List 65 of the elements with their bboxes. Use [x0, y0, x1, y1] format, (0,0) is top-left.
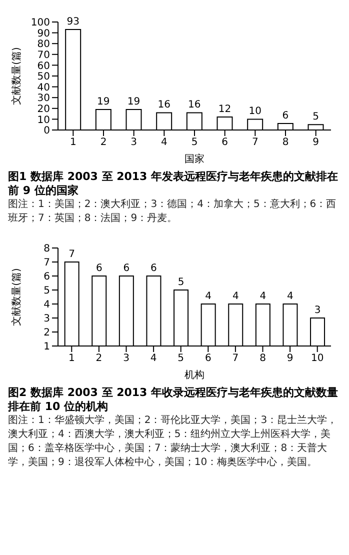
- y-tick-label: 4: [44, 300, 50, 311]
- data-label: 4: [232, 291, 239, 302]
- y-tick-label: 100: [30, 18, 50, 29]
- x-tick-label: 7: [252, 137, 258, 148]
- data-label: 5: [312, 112, 319, 123]
- data-label: 6: [150, 263, 157, 274]
- x-tick-label: 1: [68, 353, 75, 364]
- data-label: 3: [314, 305, 321, 316]
- x-tick-label: 2: [96, 353, 102, 364]
- data-label: 16: [158, 100, 170, 111]
- y-axis-title: 文献数量(篇): [10, 47, 23, 105]
- y-tick-label: 20: [37, 104, 50, 115]
- data-label: 6: [123, 263, 130, 274]
- data-label: 4: [287, 291, 294, 302]
- data-label: 5: [178, 277, 184, 288]
- x-tick-label: 5: [178, 353, 184, 364]
- data-label: 6: [282, 110, 289, 122]
- x-axis-title: 国家: [184, 153, 204, 165]
- x-tick-label: 9: [312, 137, 320, 148]
- x-tick-label: 4: [160, 137, 168, 148]
- y-tick-label: 80: [37, 39, 50, 50]
- data-label: 6: [96, 263, 102, 274]
- x-tick-label: 9: [286, 353, 294, 364]
- y-axis-title: 文献数量(篇): [10, 268, 23, 326]
- y-tick-label: 60: [37, 60, 50, 72]
- x-tick-label: 10: [310, 353, 324, 364]
- data-label: 4: [260, 291, 266, 302]
- y-tick-label: 2: [44, 328, 50, 339]
- data-label: 10: [248, 106, 262, 118]
- x-tick-label: 3: [123, 353, 130, 364]
- y-tick-label: 40: [37, 82, 50, 94]
- data-label: 19: [127, 96, 140, 108]
- text: 图1 数据库 2003 至 2013 年发表远程医疗与老年疾患的文献排在前 9 位的国家: [8, 170, 340, 198]
- x-tick-label: 5: [191, 137, 198, 148]
- y-tick-label: 50: [37, 72, 50, 83]
- y-tick-label: 90: [37, 28, 50, 40]
- x-tick-label: 7: [232, 353, 239, 364]
- x-tick-label: 3: [130, 137, 138, 148]
- y-tick-label: 30: [37, 93, 50, 104]
- data-label: 7: [68, 249, 76, 260]
- x-tick-label: 4: [150, 353, 157, 364]
- y-tick-label: 0: [44, 126, 50, 137]
- y-tick-label: 6: [44, 272, 50, 283]
- data-label: 12: [218, 104, 232, 116]
- y-tick-label: 3: [44, 314, 50, 325]
- y-tick-label: 5: [44, 286, 50, 297]
- data-label: 16: [188, 100, 201, 111]
- data-label: 19: [97, 96, 110, 108]
- y-tick-label: 10: [37, 114, 50, 126]
- text: 图注：1：华盛顿大学，美国；2：哥伦比亚大学，美国；3：昆士兰大学，澳大利亚；4：西澳大学，澳大利亚；5：纽约州立大学上州医科大学，美国；6：盖辛格医学中心，美国；7：蒙纳士大学，澳大利亚；8：天普大学，美国；9：退役军人体检中心，美国；10：梅奥医学中心，美国。: [8, 414, 338, 470]
- text: 图2 数据库 2003 至 2013 年收录远程医疗与老年疾患的文献数量排在前 10 位的机构: [8, 386, 340, 414]
- x-tick-label: 1: [70, 137, 76, 148]
- x-tick-label: 8: [282, 137, 289, 148]
- x-axis-title: 机构: [184, 369, 204, 381]
- text: 图注：1：美国；2：澳大利亚；3：德国；4：加拿大；5：意大利；6：西班牙；7：英国；8：法国；9：丹麦。: [8, 198, 338, 226]
- data-label: 4: [205, 291, 212, 302]
- y-tick-label: 8: [44, 244, 50, 255]
- x-tick-label: 6: [222, 137, 228, 148]
- x-tick-label: 6: [204, 353, 212, 364]
- data-label: 93: [66, 16, 80, 28]
- y-tick-label: 7: [44, 258, 50, 269]
- y-tick-label: 70: [37, 50, 50, 61]
- x-tick-label: 8: [260, 353, 266, 364]
- x-tick-label: 2: [100, 137, 107, 148]
- y-tick-label: 1: [44, 342, 50, 353]
